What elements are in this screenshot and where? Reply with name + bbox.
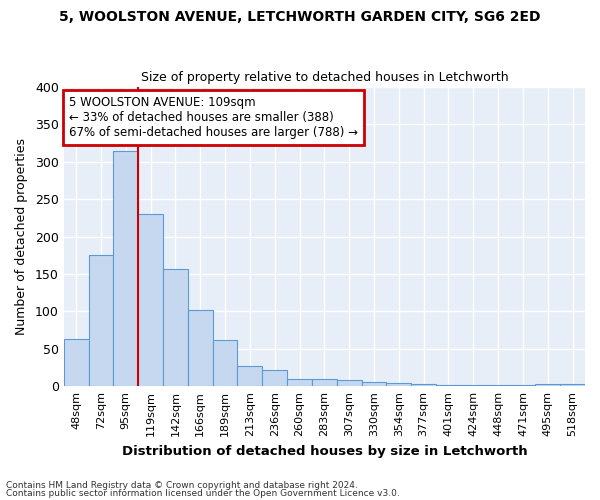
Bar xyxy=(411,384,436,386)
Bar xyxy=(560,384,585,386)
Bar xyxy=(436,384,461,386)
Title: Size of property relative to detached houses in Letchworth: Size of property relative to detached ho… xyxy=(140,72,508,85)
Bar xyxy=(89,256,113,386)
Bar xyxy=(287,380,312,386)
Text: Contains public sector information licensed under the Open Government Licence v3: Contains public sector information licen… xyxy=(6,488,400,498)
Text: 5, WOOLSTON AVENUE, LETCHWORTH GARDEN CITY, SG6 2ED: 5, WOOLSTON AVENUE, LETCHWORTH GARDEN CI… xyxy=(59,10,541,24)
Text: 5 WOOLSTON AVENUE: 109sqm
← 33% of detached houses are smaller (388)
67% of semi: 5 WOOLSTON AVENUE: 109sqm ← 33% of detac… xyxy=(69,96,358,139)
Bar xyxy=(138,214,163,386)
Bar xyxy=(535,384,560,386)
X-axis label: Distribution of detached houses by size in Letchworth: Distribution of detached houses by size … xyxy=(122,444,527,458)
Bar xyxy=(337,380,362,386)
Bar xyxy=(486,384,511,386)
Bar xyxy=(238,366,262,386)
Bar xyxy=(262,370,287,386)
Text: Contains HM Land Registry data © Crown copyright and database right 2024.: Contains HM Land Registry data © Crown c… xyxy=(6,481,358,490)
Bar xyxy=(188,310,212,386)
Bar xyxy=(461,384,486,386)
Y-axis label: Number of detached properties: Number of detached properties xyxy=(15,138,28,335)
Bar xyxy=(64,339,89,386)
Bar xyxy=(312,378,337,386)
Bar xyxy=(386,383,411,386)
Bar xyxy=(212,340,238,386)
Bar xyxy=(362,382,386,386)
Bar xyxy=(163,269,188,386)
Bar xyxy=(113,150,138,386)
